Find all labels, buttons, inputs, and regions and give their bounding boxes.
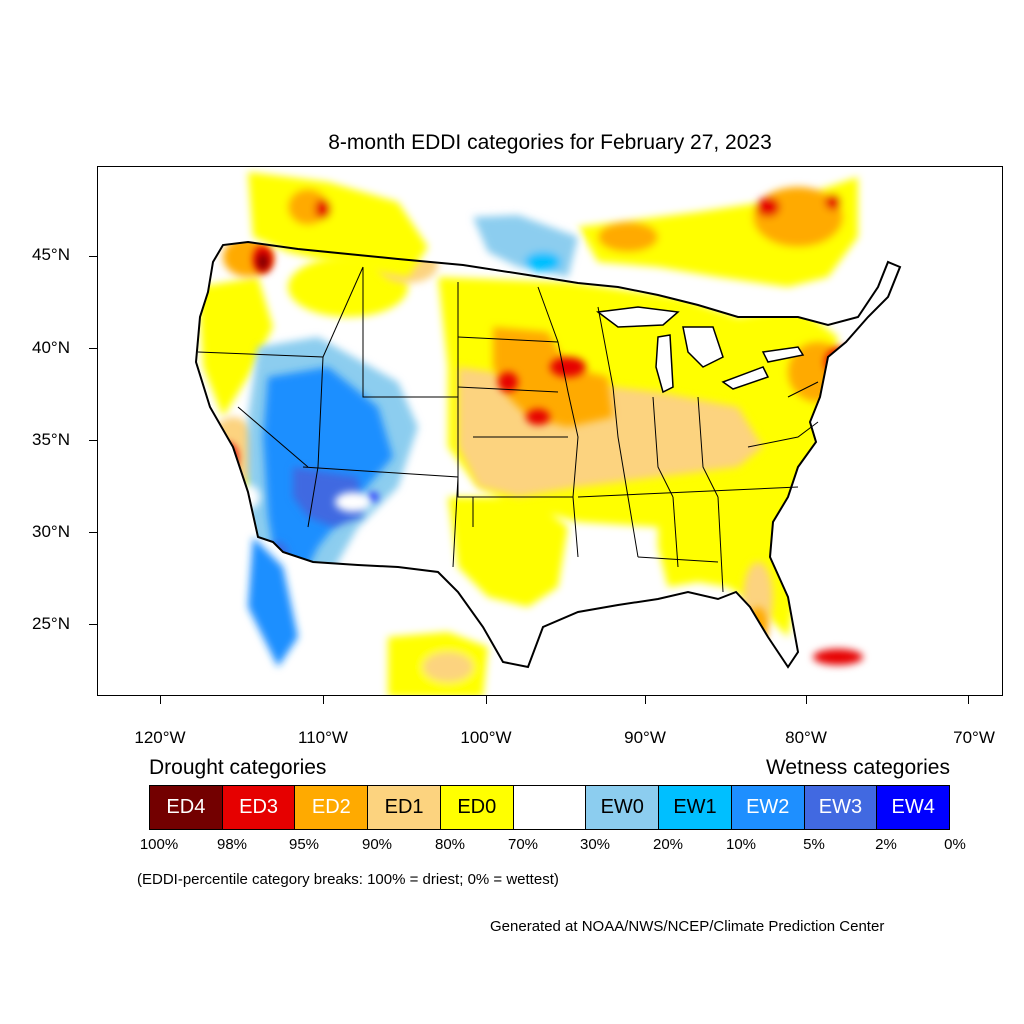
drought-categories-title: Drought categories xyxy=(149,756,327,779)
lat-tick-45 xyxy=(89,256,97,257)
lat-label-25: 25°N xyxy=(32,614,70,633)
lat-label-30: 30°N xyxy=(32,522,70,541)
lon-label-110: 110°W xyxy=(298,728,348,747)
lon-tick-110 xyxy=(323,696,324,704)
lon-tick-120 xyxy=(160,696,161,704)
legend-break: 95% xyxy=(288,836,320,853)
legend-break: 30% xyxy=(579,836,611,853)
legend-swatch-normal xyxy=(513,786,587,829)
eddi-map xyxy=(194,172,902,695)
category-breaks-note: (EDDI-percentile category breaks: 100% =… xyxy=(137,871,559,888)
lon-tick-100 xyxy=(486,696,487,704)
lon-label-100: 100°W xyxy=(460,728,512,747)
legend-break: 2% xyxy=(875,836,897,853)
lon-tick-70 xyxy=(968,696,969,704)
legend-swatch-ed0: ED0 xyxy=(440,786,514,829)
lon-label-70: 70°W xyxy=(953,728,995,747)
legend-swatch-ed3: ED3 xyxy=(222,786,296,829)
legend-swatch-ed4: ED4 xyxy=(150,786,223,829)
lon-label-80: 80°W xyxy=(785,728,827,747)
lat-tick-40 xyxy=(89,348,97,349)
legend-swatch-ed2: ED2 xyxy=(295,786,369,829)
lat-label-35: 35°N xyxy=(32,430,70,449)
legend-swatch-ew4: EW4 xyxy=(877,786,950,829)
legend-swatch-ew0: EW0 xyxy=(586,786,660,829)
state-borders xyxy=(194,240,902,669)
great-lakes xyxy=(596,306,805,394)
legend-swatch-ew2: EW2 xyxy=(731,786,805,829)
legend-break: 20% xyxy=(652,836,684,853)
legend-swatch-ew3: EW3 xyxy=(804,786,878,829)
lat-label-40: 40°N xyxy=(32,338,70,357)
lat-tick-35 xyxy=(89,440,97,441)
legend-break: 70% xyxy=(507,836,539,853)
lat-tick-30 xyxy=(89,532,97,533)
canada-field xyxy=(248,172,863,695)
legend-break: 5% xyxy=(803,836,825,853)
category-legend-bar: ED4 ED3 ED2 ED1 ED0 EW0 EW1 EW2 EW3 EW4 xyxy=(149,785,950,830)
legend-break: 10% xyxy=(725,836,757,853)
lat-label-45: 45°N xyxy=(32,245,70,264)
lon-tick-90 xyxy=(645,696,646,704)
legend-break: 0% xyxy=(944,836,966,853)
map-title: 8-month EDDI categories for February 27,… xyxy=(328,131,772,154)
legend-swatch-ed1: ED1 xyxy=(368,786,441,829)
legend-break: 90% xyxy=(361,836,393,853)
lon-label-90: 90°W xyxy=(624,728,666,747)
lon-tick-80 xyxy=(806,696,807,704)
legend-break: 80% xyxy=(434,836,466,853)
wetness-categories-title: Wetness categories xyxy=(765,756,950,779)
map-panel xyxy=(97,166,1003,696)
lat-tick-25 xyxy=(89,624,97,625)
credit-text: Generated at NOAA/NWS/NCEP/Climate Predi… xyxy=(490,918,885,935)
legend-break: 98% xyxy=(216,836,248,853)
lon-label-120: 120°W xyxy=(134,728,186,747)
legend-swatch-ew1: EW1 xyxy=(659,786,732,829)
legend-break: 100% xyxy=(139,836,179,853)
